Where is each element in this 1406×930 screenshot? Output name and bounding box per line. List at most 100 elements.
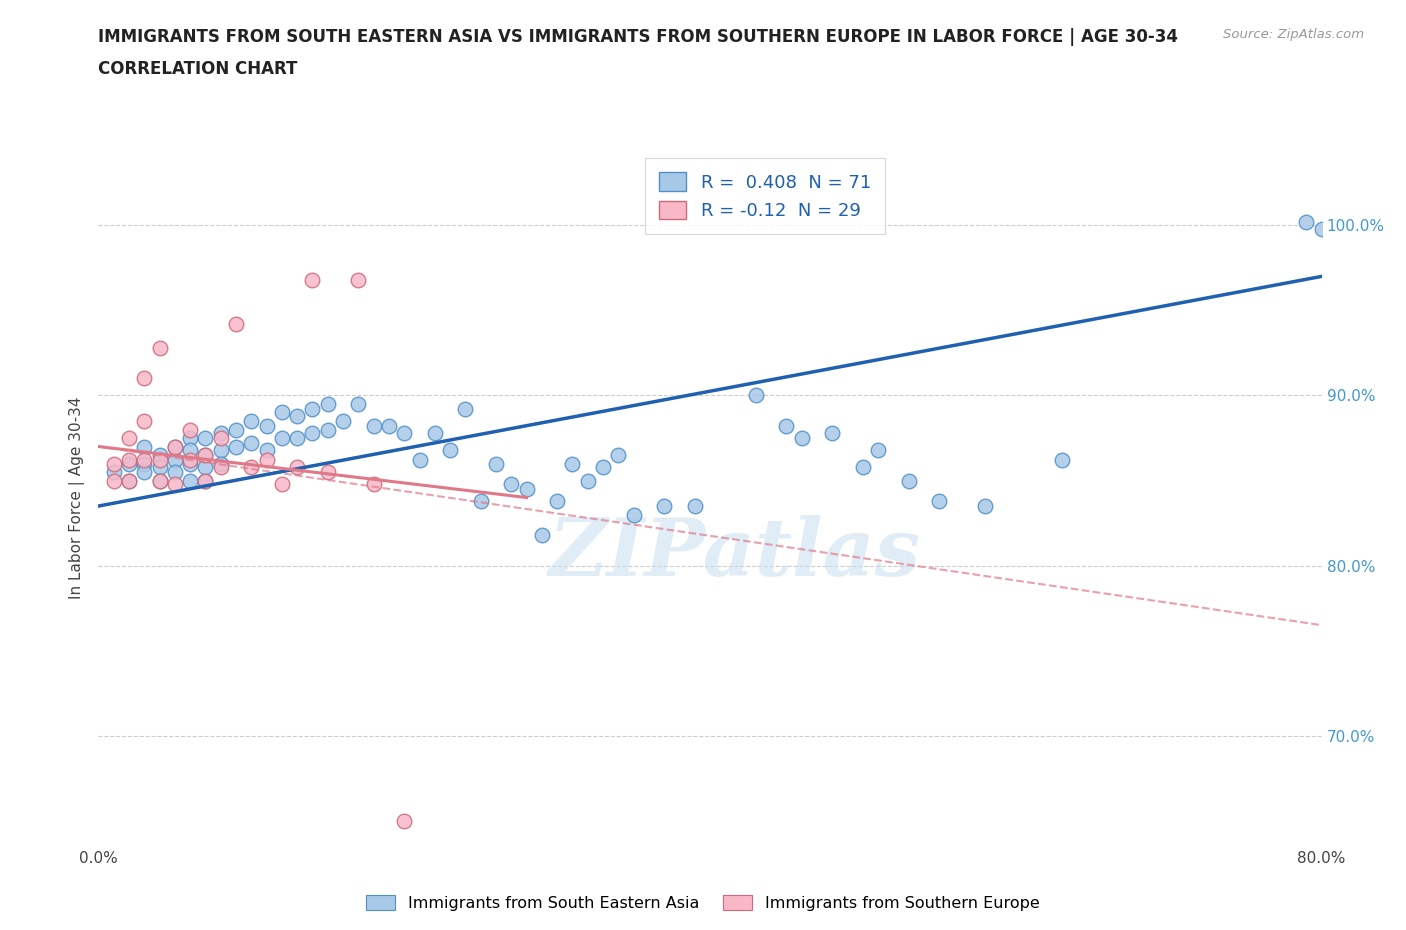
Point	[316, 422, 339, 437]
Text: CORRELATION CHART: CORRELATION CHART	[98, 60, 298, 78]
Point	[163, 453, 186, 468]
Point	[501, 476, 523, 491]
Point	[163, 465, 186, 480]
Point	[301, 402, 323, 417]
Point	[470, 494, 492, 509]
Point	[316, 465, 339, 480]
Point	[118, 473, 141, 488]
Point	[1050, 453, 1073, 468]
Point	[561, 456, 583, 471]
Point	[118, 431, 141, 445]
Point	[225, 422, 247, 437]
Point	[103, 456, 125, 471]
Point	[623, 507, 645, 522]
Point	[347, 272, 370, 287]
Point	[852, 459, 875, 474]
Point	[301, 272, 323, 287]
Point	[209, 425, 232, 440]
Point	[454, 402, 477, 417]
Point	[134, 371, 156, 386]
Point	[285, 408, 308, 423]
Point	[347, 396, 370, 411]
Point	[209, 456, 232, 471]
Point	[194, 447, 217, 462]
Point	[256, 443, 278, 458]
Point	[149, 459, 172, 474]
Point	[179, 422, 201, 437]
Point	[974, 498, 997, 513]
Point	[439, 443, 461, 458]
Point	[1310, 221, 1333, 236]
Point	[118, 453, 141, 468]
Point	[408, 453, 430, 468]
Point	[179, 431, 201, 445]
Point	[270, 431, 292, 445]
Point	[270, 405, 292, 420]
Point	[316, 396, 339, 411]
Point	[240, 435, 263, 450]
Point	[363, 476, 385, 491]
Point	[363, 418, 385, 433]
Legend: Immigrants from South Eastern Asia, Immigrants from Southern Europe: Immigrants from South Eastern Asia, Immi…	[360, 888, 1046, 917]
Point	[285, 431, 308, 445]
Text: IMMIGRANTS FROM SOUTH EASTERN ASIA VS IMMIGRANTS FROM SOUTHERN EUROPE IN LABOR F: IMMIGRANTS FROM SOUTH EASTERN ASIA VS IM…	[98, 28, 1178, 46]
Point	[332, 414, 354, 429]
Point	[118, 456, 141, 471]
Point	[378, 418, 401, 433]
Point	[1295, 215, 1317, 230]
Point	[530, 527, 553, 542]
Text: ZIPatlas: ZIPatlas	[548, 514, 921, 592]
Point	[576, 473, 599, 488]
Point	[194, 447, 217, 462]
Point	[392, 425, 416, 440]
Y-axis label: In Labor Force | Age 30-34: In Labor Force | Age 30-34	[69, 396, 86, 599]
Point	[194, 473, 217, 488]
Point	[149, 447, 172, 462]
Point	[516, 482, 538, 497]
Point	[209, 431, 232, 445]
Point	[485, 456, 508, 471]
Point	[897, 473, 920, 488]
Point	[149, 340, 172, 355]
Point	[149, 453, 172, 468]
Point	[225, 316, 247, 331]
Point	[240, 414, 263, 429]
Point	[683, 498, 706, 513]
Point	[821, 425, 844, 440]
Point	[209, 459, 232, 474]
Point	[868, 443, 890, 458]
Point	[301, 425, 323, 440]
Point	[775, 418, 797, 433]
Point	[134, 453, 156, 468]
Point	[546, 494, 568, 509]
Point	[179, 456, 201, 471]
Point	[225, 439, 247, 454]
Point	[607, 447, 630, 462]
Point	[179, 443, 201, 458]
Point	[285, 459, 308, 474]
Point	[928, 494, 950, 509]
Point	[179, 453, 201, 468]
Point	[270, 476, 292, 491]
Point	[194, 473, 217, 488]
Point	[134, 456, 156, 471]
Point	[423, 425, 446, 440]
Text: Source: ZipAtlas.com: Source: ZipAtlas.com	[1223, 28, 1364, 41]
Point	[392, 814, 416, 829]
Legend: R =  0.408  N = 71, R = -0.12  N = 29: R = 0.408 N = 71, R = -0.12 N = 29	[645, 158, 886, 234]
Point	[103, 473, 125, 488]
Point	[592, 459, 614, 474]
Point	[256, 453, 278, 468]
Point	[163, 439, 186, 454]
Point	[149, 473, 172, 488]
Point	[790, 431, 813, 445]
Point	[194, 431, 217, 445]
Point	[118, 473, 141, 488]
Point	[149, 473, 172, 488]
Point	[240, 459, 263, 474]
Point	[134, 439, 156, 454]
Point	[134, 414, 156, 429]
Point	[179, 473, 201, 488]
Point	[745, 388, 768, 403]
Point	[194, 459, 217, 474]
